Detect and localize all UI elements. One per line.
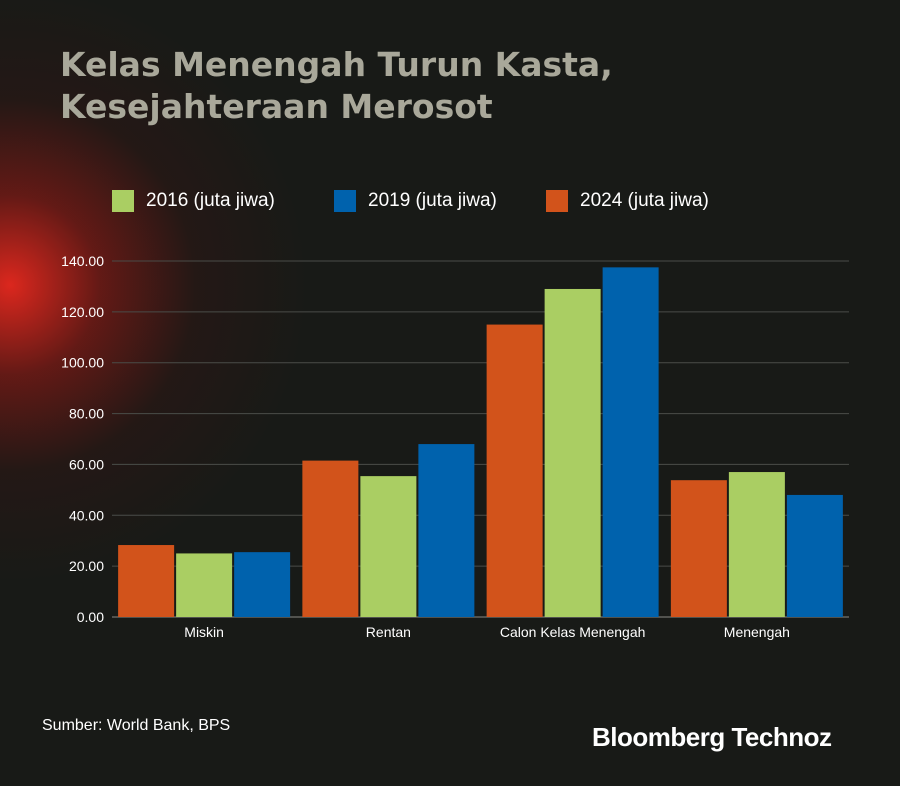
legend-item: 2024 (juta jiwa) <box>546 190 709 212</box>
y-tick-label: 60.00 <box>69 456 104 472</box>
bar-2-1 <box>176 553 233 617</box>
x-tick-label: Rentan <box>366 624 411 640</box>
source-note: Sumber: World Bank, BPS <box>42 717 231 734</box>
y-tick-label: 40.00 <box>69 507 104 523</box>
bar-2-3 <box>544 288 601 617</box>
legend-swatch <box>546 190 568 212</box>
y-tick-label: 100.00 <box>61 355 104 371</box>
bar-2-2 <box>360 476 417 617</box>
chart-title: Kelas Menengah Turun Kasta, Kesejahteraa… <box>60 44 613 128</box>
bar-3-3 <box>602 267 659 617</box>
bloomberg-technoz-logo: Bloomberg Technoz <box>592 722 832 752</box>
legend-swatch <box>112 190 134 212</box>
legend-label: 2019 (juta jiwa) <box>368 190 497 211</box>
chart-title-line-1: Kelas Menengah Turun Kasta, <box>60 45 613 84</box>
bar-1-2 <box>302 460 359 617</box>
legend-item: 2016 (juta jiwa) <box>112 190 275 212</box>
bar-3-4 <box>786 494 843 617</box>
legend-label: 2016 (juta jiwa) <box>146 190 275 211</box>
y-tick-label: 20.00 <box>69 558 104 574</box>
y-tick-label: 0.00 <box>77 609 104 625</box>
chart-title-line-2: Kesejahteraan Merosot <box>60 87 493 126</box>
legend-label: 2024 (juta jiwa) <box>580 190 709 211</box>
bar-1-1 <box>118 545 175 617</box>
legend-item: 2019 (juta jiwa) <box>334 190 497 212</box>
bar-3-1 <box>234 552 291 617</box>
legend-swatch <box>334 190 356 212</box>
bar-1-4 <box>670 480 727 617</box>
x-tick-label: Miskin <box>184 624 224 640</box>
y-tick-label: 80.00 <box>69 406 104 422</box>
bar-3-2 <box>418 444 475 617</box>
bar-2-4 <box>728 472 785 617</box>
y-tick-label: 140.00 <box>61 253 104 269</box>
x-tick-label: Calon Kelas Menengah <box>500 624 646 640</box>
x-tick-label: Menengah <box>724 624 790 640</box>
bar-1-3 <box>486 324 543 617</box>
y-tick-label: 120.00 <box>61 304 104 320</box>
